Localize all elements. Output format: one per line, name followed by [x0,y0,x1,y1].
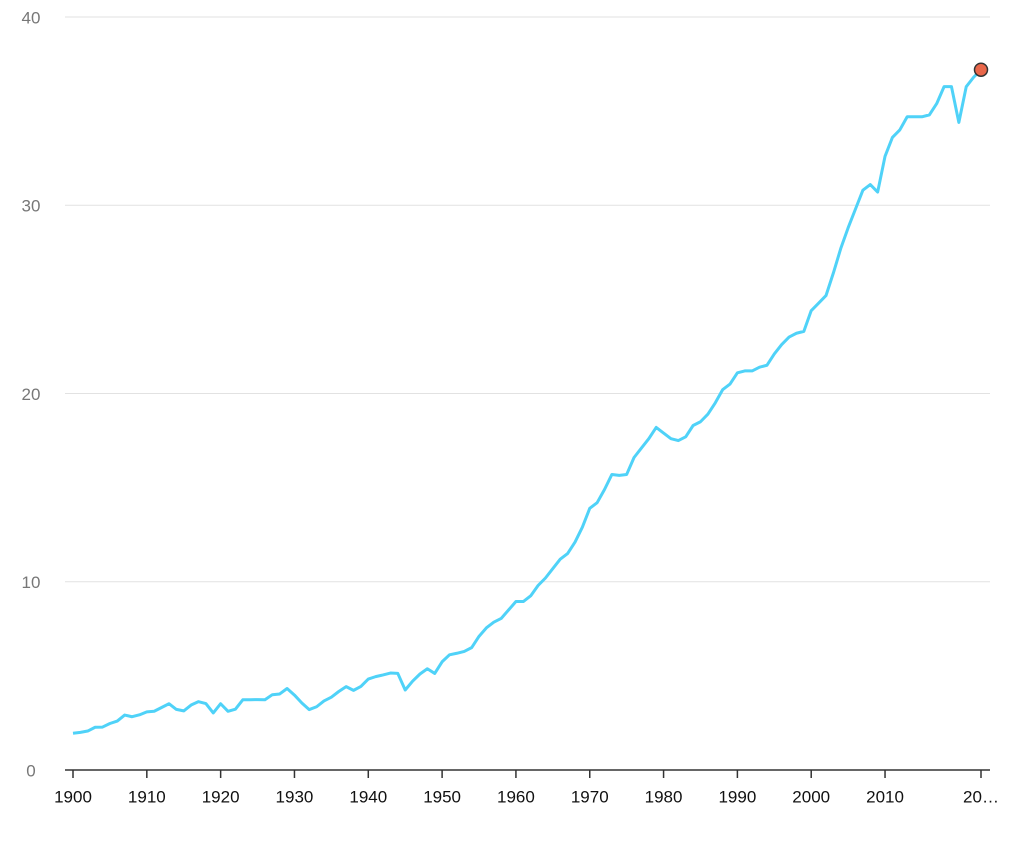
x-tick-label: 20… [963,787,999,806]
x-tick-label: 1920 [202,787,240,806]
y-tick-label: 40 [22,8,41,27]
x-tick-label: 1930 [276,787,314,806]
x-tick-label: 1900 [54,787,92,806]
highlight-point [973,62,989,77]
x-tick-label: 1960 [497,787,535,806]
data-line [72,68,983,735]
y-tick-label: 30 [22,197,41,216]
x-tick-label: 1940 [349,787,387,806]
x-tick-label: 2010 [866,787,904,806]
x-tick-label: 1990 [718,787,756,806]
x-tick-label: 1970 [571,787,609,806]
y-tick-label: 10 [22,573,41,592]
y-tick-label: 20 [22,385,41,404]
x-tick-label: 1910 [128,787,166,806]
x-tick-label: 2000 [792,787,830,806]
y-tick-label: 0 [26,761,35,780]
x-tick-label: 1980 [645,787,683,806]
x-tick-label: 1950 [423,787,461,806]
